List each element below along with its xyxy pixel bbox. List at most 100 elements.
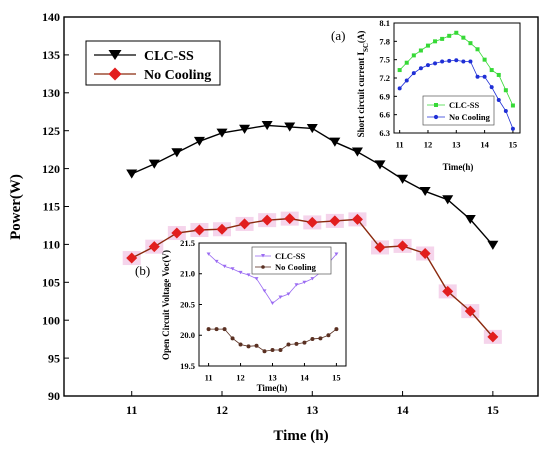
data-point [214, 327, 219, 332]
x-tick-label: 13 [306, 403, 318, 417]
inset-b-y-axis-label: Open Circuit Voltage Voc(V) [161, 250, 171, 360]
inset-a-panel-label: (a) [331, 28, 345, 43]
data-point [419, 247, 431, 259]
x-tick-label: 14 [300, 373, 309, 383]
data-point [503, 109, 508, 113]
data-point [238, 342, 243, 347]
data-point [254, 343, 259, 348]
data-point [230, 336, 235, 341]
data-point [286, 292, 291, 296]
data-point [302, 340, 307, 345]
data-point [489, 68, 494, 73]
data-point [461, 35, 466, 40]
data-point [238, 270, 243, 275]
y-axis: 90 95 100 105 110 115 120 125 130 135 140 [42, 10, 69, 403]
y-tick-label: 90 [48, 389, 60, 403]
y-tick-label: 100 [42, 313, 60, 327]
data-point [510, 103, 515, 108]
data-point [454, 30, 459, 35]
data-point [230, 267, 235, 271]
data-point [374, 241, 386, 253]
data-point [193, 224, 205, 236]
data-point [418, 48, 423, 53]
data-point [261, 214, 273, 226]
x-tick-label: 11 [126, 403, 137, 417]
inset-b-legend-label-nocool: No Cooling [275, 262, 317, 272]
inset-a-legend: CLC-SS No Cooling [422, 95, 495, 126]
x-tick-label: 11 [396, 140, 404, 150]
data-point [294, 341, 299, 346]
x-tick-label: 15 [509, 140, 518, 150]
data-point [489, 85, 494, 90]
y-tick-label: 105 [42, 276, 60, 290]
x-tick-label: 12 [424, 140, 433, 150]
diamond-icon [108, 67, 122, 81]
data-point [351, 147, 363, 157]
data-point [278, 348, 283, 353]
data-point [418, 66, 423, 71]
data-point [222, 264, 227, 269]
y-tick-label: 7.8 [379, 36, 390, 46]
star-icon [261, 265, 265, 269]
data-point [310, 336, 315, 341]
data-point [397, 68, 402, 73]
y-tick-label: 7.2 [379, 73, 390, 83]
data-point [334, 252, 339, 256]
data-point [148, 159, 160, 169]
y-tick-label: 140 [42, 10, 60, 24]
y-tick-label: 135 [42, 48, 60, 62]
x-tick-label: 11 [205, 373, 213, 383]
data-point [468, 59, 473, 64]
data-point [482, 57, 487, 62]
inset-b-panel-label: (b) [135, 263, 150, 278]
y-tick-label: 110 [43, 238, 60, 252]
data-point [310, 277, 315, 281]
x-tick-label: 15 [332, 373, 341, 383]
data-point [246, 344, 251, 349]
y-tick-label: 6.9 [379, 91, 390, 101]
x-tick-label: 12 [236, 373, 245, 383]
data-point [318, 336, 323, 341]
y-tick-label: 125 [42, 124, 60, 138]
inset-b: (b) 19.5 20.0 20.5 21.0 21.5 11 12 13 14 15 Open… [135, 238, 347, 393]
data-point [329, 137, 341, 147]
y-tick-label: 130 [42, 86, 60, 100]
y-tick-label: 20.0 [180, 330, 195, 340]
x-axis: 11 12 13 14 15 [126, 391, 499, 417]
data-point [404, 60, 409, 65]
triangle-down-icon [261, 254, 265, 258]
legend: CLC-SS No Cooling [85, 40, 221, 86]
data-point [306, 216, 318, 228]
y-tick-label: 21.5 [180, 238, 195, 248]
data-point [302, 280, 307, 285]
data-point [261, 120, 273, 131]
data-point [171, 148, 183, 158]
data-point [440, 59, 445, 64]
inset-b-x-axis: 11 12 13 14 15 [205, 363, 341, 383]
data-point [510, 126, 515, 131]
data-point [216, 223, 228, 235]
legend-box [85, 40, 221, 86]
data-point [222, 327, 227, 332]
x-tick-label: 13 [268, 373, 277, 383]
data-point [270, 301, 275, 305]
data-point [374, 160, 386, 170]
data-point [425, 63, 430, 68]
data-point [239, 218, 251, 230]
inset-b-legend: CLC-SS No Cooling [251, 246, 332, 275]
data-point [496, 98, 501, 102]
data-point [206, 327, 211, 332]
data-point [461, 59, 466, 64]
data-point [148, 241, 160, 253]
y-tick-label: 8.1 [379, 18, 390, 28]
data-point [397, 86, 402, 91]
data-point [216, 128, 228, 138]
y-tick-label: 6.6 [379, 110, 390, 120]
data-point [447, 58, 452, 63]
y-tick-label: 21.0 [180, 269, 195, 279]
data-point [487, 240, 499, 250]
data-point [326, 333, 331, 338]
inset-b-y-axis: 19.5 20.0 20.5 21.0 21.5 [180, 238, 202, 371]
data-point [214, 259, 219, 264]
